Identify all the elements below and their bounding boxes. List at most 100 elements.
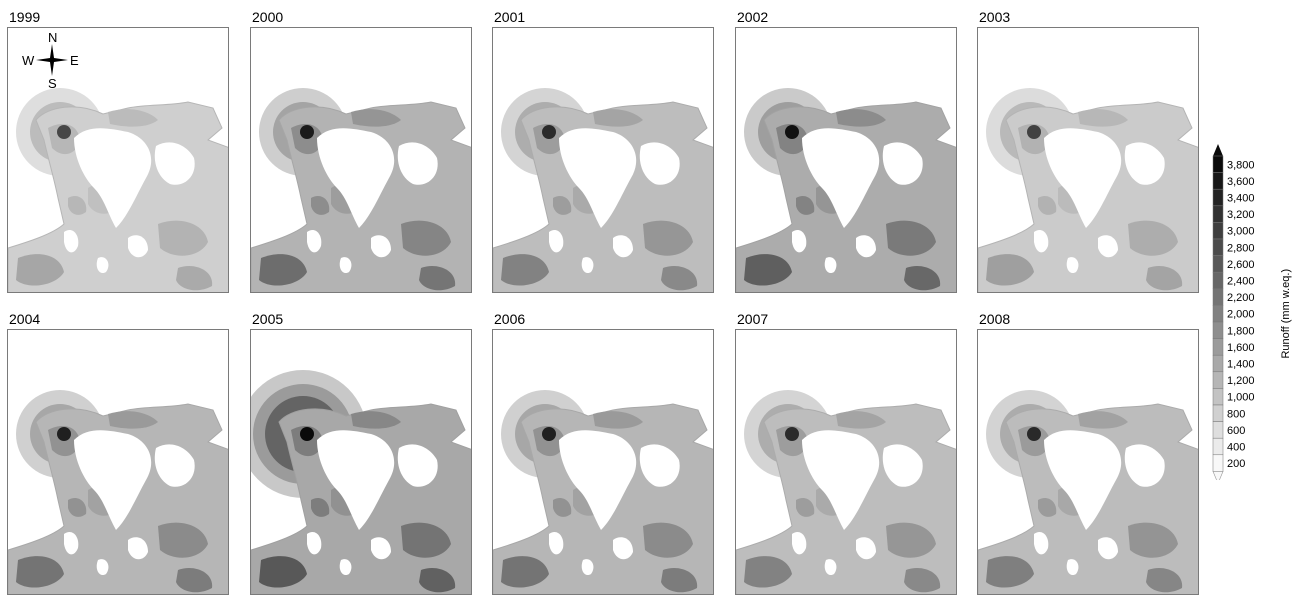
legend-swatch xyxy=(1212,155,1224,173)
map-surface xyxy=(978,88,1198,292)
runoff-patch xyxy=(986,254,1034,286)
legend-tick-label: 2,000 xyxy=(1227,309,1255,321)
runoff-patch xyxy=(643,220,693,256)
runoff-patch xyxy=(259,556,307,588)
no-data-area xyxy=(549,531,564,555)
runoff-patch xyxy=(593,109,643,127)
runoff-patch xyxy=(744,254,792,286)
runoff-patch xyxy=(291,124,323,155)
map-surface xyxy=(736,88,956,292)
runoff-patch xyxy=(533,124,565,155)
runoff-patch xyxy=(501,254,549,286)
runoff-patch xyxy=(1078,411,1128,429)
legend-swatch xyxy=(1212,188,1224,207)
legend-tick-label: 1,400 xyxy=(1227,359,1255,371)
no-data-area xyxy=(1066,559,1079,576)
legend-tick-label: 200 xyxy=(1227,458,1245,470)
compass-label-e: E xyxy=(70,53,79,68)
runoff-patch xyxy=(904,266,941,291)
no-data-area xyxy=(1098,537,1118,560)
legend-swatch xyxy=(1212,421,1224,439)
runoff-maximum xyxy=(542,427,556,441)
no-data-area xyxy=(559,430,637,530)
legend-tick-label: 3,800 xyxy=(1227,159,1255,171)
runoff-patch xyxy=(401,220,451,256)
no-data-area xyxy=(339,257,352,274)
no-data-area xyxy=(1044,430,1122,530)
legend-swatch xyxy=(1212,404,1224,422)
panel-year-label: 1999 xyxy=(9,9,41,25)
no-data-area xyxy=(339,559,352,576)
no-data-area xyxy=(128,537,148,560)
legend-top-arrow xyxy=(1213,144,1223,156)
runoff-patch xyxy=(886,220,936,256)
legend-swatch xyxy=(1212,288,1224,306)
no-data-area xyxy=(613,537,633,560)
no-data-area xyxy=(581,257,594,274)
legend-tick-label: 1,000 xyxy=(1227,392,1255,404)
legend-tick-label: 3,400 xyxy=(1227,193,1255,205)
legend-tick-label: 400 xyxy=(1227,442,1245,454)
runoff-patch xyxy=(291,426,323,457)
runoff-patch xyxy=(593,411,643,429)
runoff-patch xyxy=(661,568,698,593)
runoff-patch xyxy=(48,124,80,155)
runoff-map-1999: N S E W xyxy=(7,27,229,293)
no-data-area xyxy=(371,537,391,560)
no-data-area xyxy=(856,537,876,560)
legend-swatch xyxy=(1212,222,1224,240)
legend-swatch xyxy=(1212,321,1224,339)
runoff-patch xyxy=(1018,124,1050,155)
compass-rose: N S E W xyxy=(22,30,79,88)
compass-label-s: S xyxy=(48,76,57,88)
runoff-patch xyxy=(108,411,158,429)
runoff-map-2005 xyxy=(250,329,472,595)
runoff-patch xyxy=(108,109,158,127)
runoff-patch xyxy=(48,426,80,457)
compass-star-icon xyxy=(36,44,68,76)
runoff-maximum xyxy=(785,427,799,441)
legend-swatch xyxy=(1212,437,1224,456)
legend-swatch xyxy=(1212,338,1224,356)
runoff-patch xyxy=(351,411,401,429)
runoff-maximum xyxy=(1027,427,1041,441)
map-surface xyxy=(736,390,956,594)
legend-tick-label: 3,600 xyxy=(1227,176,1255,188)
legend-bottom-arrow xyxy=(1212,471,1224,480)
no-data-area xyxy=(1098,235,1118,258)
runoff-patch xyxy=(1078,109,1128,127)
legend-swatch xyxy=(1212,371,1224,389)
runoff-patch xyxy=(351,109,401,127)
no-data-area xyxy=(581,559,594,576)
runoff-map-2000 xyxy=(250,27,472,293)
no-data-area xyxy=(371,235,391,258)
panel-year-label: 2007 xyxy=(737,311,769,327)
runoff-map-2004 xyxy=(7,329,229,595)
runoff-map-2006 xyxy=(492,329,714,595)
runoff-patch xyxy=(1128,220,1178,256)
no-data-area xyxy=(1034,229,1049,253)
no-data-area xyxy=(64,531,79,555)
no-data-area xyxy=(549,229,564,253)
runoff-patch xyxy=(401,522,451,558)
runoff-patch xyxy=(311,195,330,215)
runoff-patch xyxy=(836,109,886,127)
runoff-maximum xyxy=(57,125,71,139)
runoff-patch xyxy=(1038,497,1057,517)
legend-tick-label: 1,200 xyxy=(1227,375,1255,387)
panel-year-label: 2002 xyxy=(737,9,769,25)
runoff-patch xyxy=(158,522,208,558)
legend-swatch xyxy=(1212,238,1224,256)
runoff-maximum xyxy=(57,427,71,441)
runoff-patch xyxy=(311,497,330,517)
runoff-patch xyxy=(16,254,64,286)
runoff-patch xyxy=(176,568,213,593)
map-surface xyxy=(8,390,228,594)
runoff-patch xyxy=(158,220,208,256)
runoff-patch xyxy=(796,195,815,215)
no-data-area xyxy=(559,128,637,228)
legend-tick-label: 2,200 xyxy=(1227,292,1255,304)
runoff-patch xyxy=(886,522,936,558)
map-surface xyxy=(251,370,471,594)
no-data-area xyxy=(1124,444,1165,487)
